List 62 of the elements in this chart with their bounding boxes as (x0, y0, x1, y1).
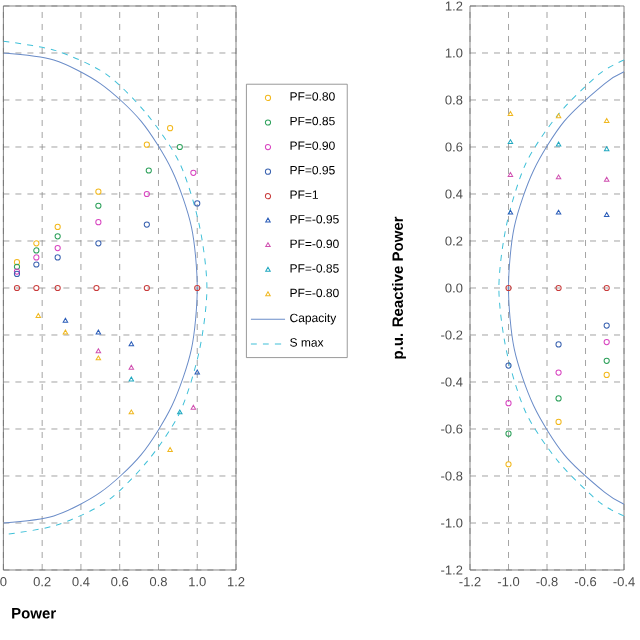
point (128, 364, 135, 370)
point (143, 190, 150, 198)
point (95, 348, 102, 354)
point (33, 284, 40, 292)
point (603, 284, 610, 292)
point (505, 400, 512, 407)
point (507, 110, 514, 116)
point (507, 139, 514, 145)
point (603, 176, 610, 182)
point (555, 141, 562, 147)
point (555, 341, 562, 348)
point (555, 369, 562, 376)
point (555, 418, 562, 426)
point (95, 219, 102, 226)
point (190, 169, 197, 176)
point (505, 430, 512, 437)
point (555, 395, 562, 402)
point (555, 174, 562, 180)
point (555, 113, 562, 119)
point (143, 284, 150, 292)
point (603, 371, 610, 379)
point (505, 362, 512, 369)
point (95, 202, 102, 209)
point (95, 188, 102, 195)
point (33, 247, 40, 254)
point (190, 404, 197, 410)
point (54, 233, 61, 240)
point (95, 240, 102, 247)
point (54, 284, 61, 292)
point (54, 254, 61, 261)
point (13, 284, 21, 292)
point (603, 357, 610, 364)
point (54, 223, 61, 230)
point (194, 284, 201, 292)
point (194, 200, 201, 207)
point (128, 409, 135, 415)
point (176, 143, 183, 151)
point (33, 261, 40, 268)
point (603, 338, 610, 346)
point (603, 146, 610, 152)
point (93, 284, 100, 292)
point (33, 240, 40, 247)
point (33, 254, 40, 261)
point (128, 376, 135, 382)
point (167, 125, 174, 132)
point (177, 409, 183, 415)
point (95, 329, 102, 335)
point (505, 284, 512, 292)
point (555, 284, 562, 292)
point (143, 221, 150, 228)
point (555, 209, 562, 215)
point (505, 461, 512, 468)
point (62, 317, 69, 323)
point (603, 322, 610, 329)
point (145, 167, 152, 174)
point (143, 141, 150, 148)
point (95, 355, 102, 361)
point (128, 341, 135, 347)
point (54, 244, 61, 252)
point (507, 209, 514, 215)
point (62, 329, 69, 335)
point (194, 369, 200, 375)
